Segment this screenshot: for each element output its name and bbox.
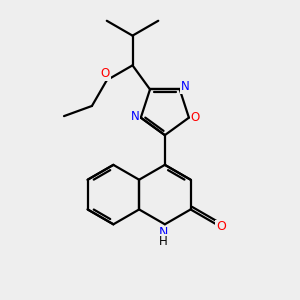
Text: N: N (181, 80, 189, 93)
Text: H: H (159, 235, 168, 248)
Text: N: N (130, 110, 139, 123)
Text: O: O (101, 67, 110, 80)
Text: O: O (216, 220, 226, 233)
Text: N: N (159, 226, 168, 239)
Text: O: O (191, 111, 200, 124)
